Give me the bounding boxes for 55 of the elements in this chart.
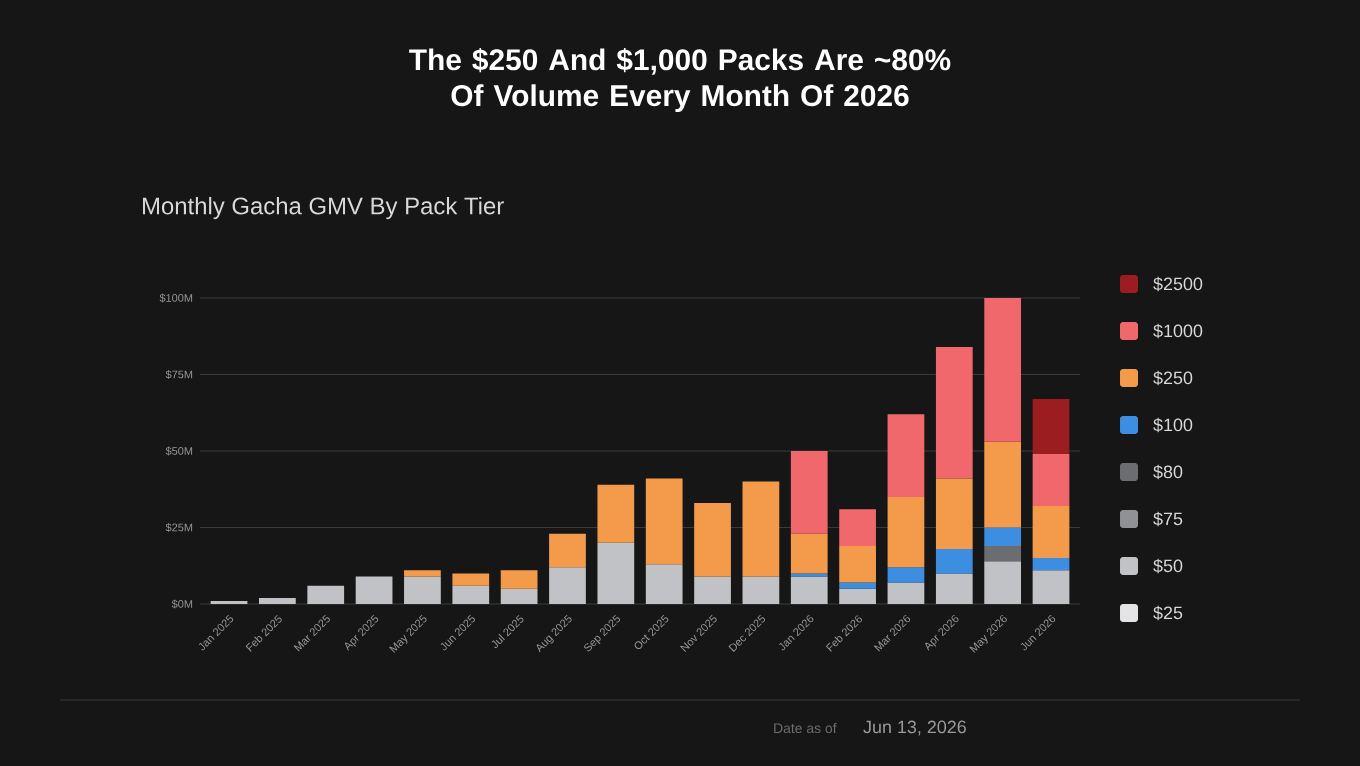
bar <box>839 582 876 589</box>
bar <box>1032 506 1070 559</box>
bar <box>404 576 441 605</box>
bar <box>645 478 683 565</box>
bar <box>984 545 1022 562</box>
bar <box>742 576 780 605</box>
bar <box>452 573 490 586</box>
bar <box>887 582 925 605</box>
bar <box>597 484 635 543</box>
text: Jun 13, 2026 <box>863 720 966 736</box>
chart-title: The $250 And $1,000 Packs Are ~80% Of Volume Every Month Of 2026 <box>409 47 951 113</box>
bar <box>887 496 925 568</box>
bar <box>790 451 828 534</box>
bar <box>259 597 296 605</box>
bar <box>549 533 586 568</box>
bar <box>404 570 441 577</box>
legend-label: $50 <box>1153 558 1183 574</box>
legend-label: $1000 <box>1153 323 1203 339</box>
bar <box>839 545 876 583</box>
bar <box>935 478 973 549</box>
bar <box>1032 570 1070 605</box>
bar <box>984 561 1022 605</box>
legend-label: $2500 <box>1153 276 1203 292</box>
bar <box>694 576 731 605</box>
bar <box>839 588 876 605</box>
bar <box>935 346 973 479</box>
bar <box>790 533 828 574</box>
bar <box>645 564 683 605</box>
bar <box>984 527 1022 546</box>
legend-label: $75 <box>1153 511 1183 527</box>
legend-label: $25 <box>1153 605 1183 621</box>
legend-label: $100 <box>1153 417 1193 433</box>
bar <box>984 298 1022 442</box>
bar <box>355 576 393 605</box>
bar <box>597 542 635 605</box>
bar <box>984 441 1022 528</box>
bar <box>500 570 538 589</box>
bar <box>935 573 973 605</box>
legend-label: $80 <box>1153 464 1183 480</box>
bar <box>1032 398 1070 455</box>
bar <box>887 567 925 583</box>
bar <box>887 414 925 497</box>
legend-label: $250 <box>1153 370 1193 386</box>
bar <box>307 585 345 605</box>
bar <box>1032 454 1070 507</box>
bar <box>790 576 828 605</box>
bar <box>839 509 876 546</box>
bar <box>452 585 490 605</box>
bar <box>694 503 731 577</box>
bar <box>500 588 538 605</box>
chart-subtitle: Monthly Gacha GMV By Pack Tier <box>143 196 504 220</box>
bar <box>1032 558 1070 571</box>
bar <box>935 548 973 574</box>
bar <box>742 481 780 577</box>
bar <box>549 567 586 605</box>
